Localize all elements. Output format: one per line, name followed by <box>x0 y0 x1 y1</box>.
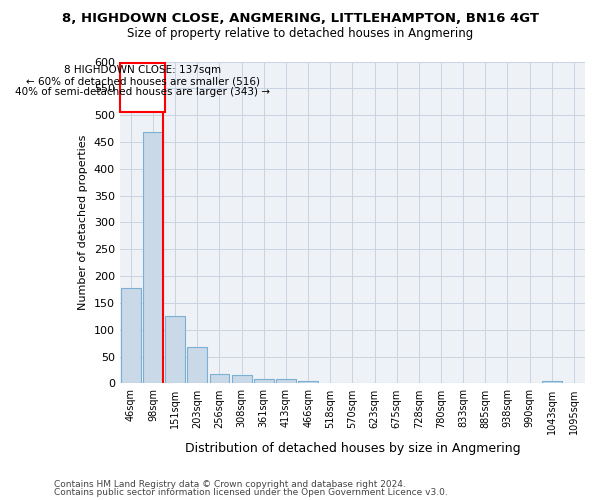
Text: Size of property relative to detached houses in Angmering: Size of property relative to detached ho… <box>127 28 473 40</box>
Bar <box>254 378 274 384</box>
Text: Contains public sector information licensed under the Open Government Licence v3: Contains public sector information licen… <box>54 488 448 497</box>
Bar <box>143 132 163 384</box>
Text: ← 60% of detached houses are smaller (516): ← 60% of detached houses are smaller (51… <box>26 76 260 86</box>
FancyBboxPatch shape <box>120 63 165 112</box>
Bar <box>121 288 141 384</box>
Bar <box>165 316 185 384</box>
Text: 8, HIGHDOWN CLOSE, ANGMERING, LITTLEHAMPTON, BN16 4GT: 8, HIGHDOWN CLOSE, ANGMERING, LITTLEHAMP… <box>62 12 539 26</box>
Bar <box>232 375 251 384</box>
Bar <box>276 379 296 384</box>
Bar <box>298 380 318 384</box>
Bar <box>187 347 208 384</box>
Text: Contains HM Land Registry data © Crown copyright and database right 2024.: Contains HM Land Registry data © Crown c… <box>54 480 406 489</box>
Bar <box>542 380 562 384</box>
Bar <box>209 374 229 384</box>
Text: 40% of semi-detached houses are larger (343) →: 40% of semi-detached houses are larger (… <box>15 87 270 97</box>
Text: 8 HIGHDOWN CLOSE: 137sqm: 8 HIGHDOWN CLOSE: 137sqm <box>64 65 221 75</box>
X-axis label: Distribution of detached houses by size in Angmering: Distribution of detached houses by size … <box>185 442 520 455</box>
Y-axis label: Number of detached properties: Number of detached properties <box>78 135 88 310</box>
